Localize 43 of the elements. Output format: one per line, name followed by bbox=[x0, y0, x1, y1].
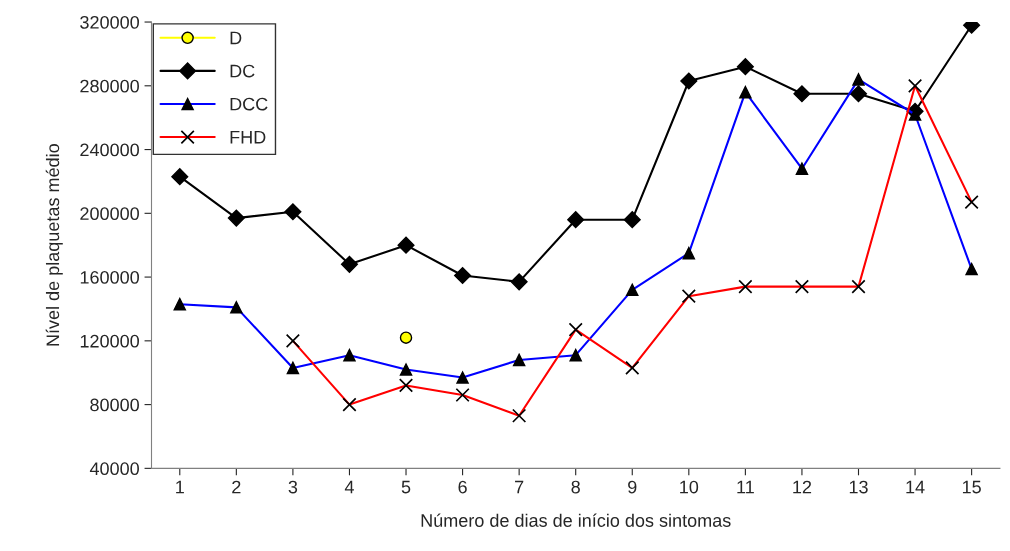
legend-label: FHD bbox=[230, 130, 266, 144]
point bbox=[399, 331, 413, 344]
y-tick-label: 120000 bbox=[80, 334, 139, 348]
x-tick-label: 11 bbox=[737, 480, 754, 494]
y-tick-label: 80000 bbox=[90, 398, 139, 412]
point bbox=[227, 209, 245, 227]
point bbox=[284, 203, 302, 221]
point bbox=[397, 236, 415, 254]
point bbox=[680, 72, 698, 90]
legend-label: DC bbox=[230, 64, 255, 78]
x-tick-label: 3 bbox=[288, 480, 298, 494]
y-tick-label: 240000 bbox=[80, 143, 139, 157]
x-tick-label: 10 bbox=[680, 480, 699, 494]
x-tick-label: 1 bbox=[176, 480, 184, 494]
y-tick-label: 320000 bbox=[80, 15, 139, 29]
x-tick-label: 14 bbox=[906, 480, 925, 494]
x-tick-label: 8 bbox=[571, 480, 580, 494]
x-tick-label: 6 bbox=[458, 480, 467, 494]
point bbox=[454, 266, 472, 285]
legend-label: D bbox=[230, 31, 242, 45]
x-tick-label: 13 bbox=[849, 480, 868, 494]
point bbox=[340, 255, 359, 273]
legend-label: DCC bbox=[230, 97, 268, 111]
x-tick-label: 4 bbox=[344, 480, 354, 494]
y-tick-label: 40000 bbox=[89, 462, 139, 476]
point bbox=[623, 211, 641, 229]
x-tick-label: 9 bbox=[628, 480, 637, 494]
y-tick-label: 280000 bbox=[80, 79, 139, 93]
x-tick-label: 5 bbox=[401, 480, 411, 494]
point bbox=[510, 273, 528, 291]
point bbox=[736, 58, 754, 76]
x-tick-label: 2 bbox=[232, 480, 241, 494]
y-tick-label: 160000 bbox=[80, 271, 139, 284]
point bbox=[793, 85, 811, 103]
point bbox=[567, 211, 585, 229]
x-tick-label: 12 bbox=[793, 480, 812, 494]
y-tick-label: 200000 bbox=[80, 207, 139, 221]
y-axis-title: Nível de plaquetas médio bbox=[45, 144, 63, 346]
point bbox=[849, 85, 868, 103]
x-tick-label: 7 bbox=[515, 480, 524, 494]
x-axis-title: Número de dias de início dos sintomas bbox=[421, 513, 731, 527]
x-tick-label: 15 bbox=[962, 480, 981, 494]
point bbox=[171, 168, 189, 186]
